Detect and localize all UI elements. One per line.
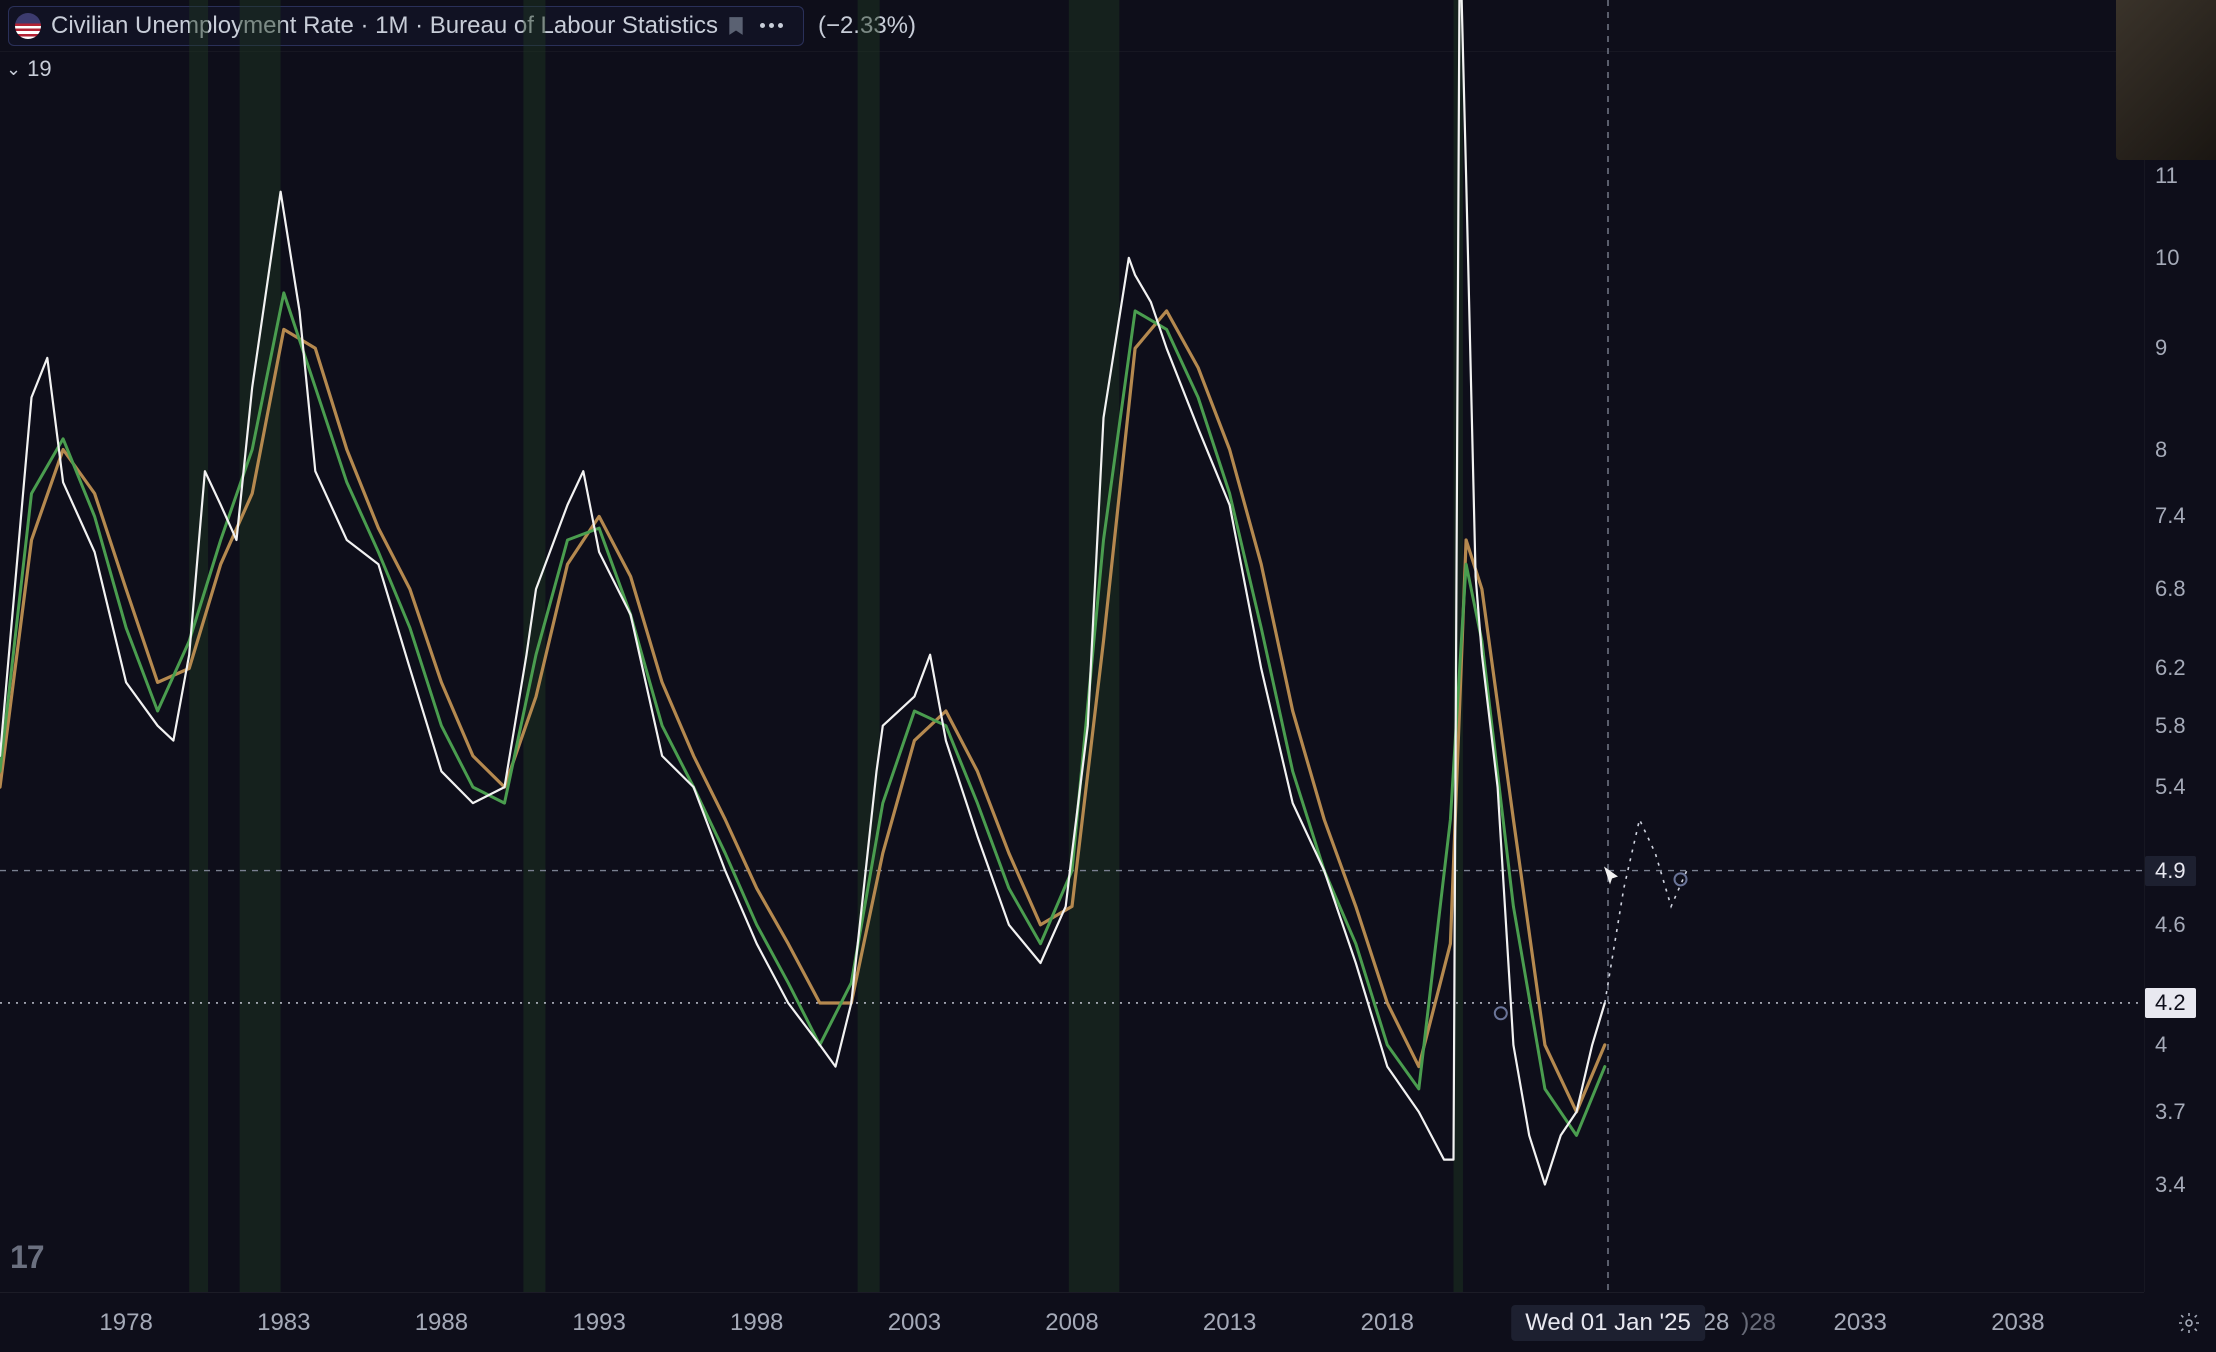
y-axis-tick: 4.9 [2145, 856, 2196, 886]
x-axis-tick: 2013 [1203, 1309, 1256, 1337]
x-axis-crosshair-label: Wed 01 Jan '25 [1511, 1305, 1705, 1341]
y-axis-tick: 10 [2155, 245, 2179, 271]
y-axis-tick: 4.2 [2145, 988, 2196, 1018]
x-axis-tick: 1993 [572, 1309, 625, 1337]
x-axis-tick: 2038 [1991, 1309, 2044, 1337]
axis-settings-button[interactable] [2174, 1308, 2204, 1338]
chart-canvas[interactable] [0, 0, 2144, 1292]
y-axis-tick: 6.2 [2155, 655, 2186, 681]
y-axis-tick: 6.8 [2155, 576, 2186, 602]
y-axis-tick: 4.6 [2155, 912, 2186, 938]
price-chart[interactable] [0, 0, 2144, 1292]
x-axis-tick: 1978 [99, 1309, 152, 1337]
y-axis-tick: 8 [2155, 437, 2167, 463]
y-axis-tick: 5.8 [2155, 713, 2186, 739]
x-axis-tick: 2033 [1833, 1309, 1886, 1337]
x-axis-tick: 1983 [257, 1309, 310, 1337]
y-axis-tick: 3.7 [2155, 1099, 2186, 1125]
y-axis-tick: 4 [2155, 1032, 2167, 1058]
y-axis[interactable]: 121110987.46.86.25.85.44.94.64.243.73.4 [2144, 0, 2216, 1292]
x-axis-tick: 2003 [888, 1309, 941, 1337]
y-axis-tick: 7.4 [2155, 503, 2186, 529]
x-axis-tick: 1998 [730, 1309, 783, 1337]
x-axis-tick: 2008 [1045, 1309, 1098, 1337]
x-axis-tick: 2018 [1361, 1309, 1414, 1337]
y-axis-tick: 3.4 [2155, 1172, 2186, 1198]
webcam-overlay [2116, 0, 2216, 160]
x-axis-tick: 1988 [415, 1309, 468, 1337]
y-axis-tick: 9 [2155, 335, 2167, 361]
y-axis-tick: 11 [2155, 163, 2178, 189]
x-axis[interactable]: 1978198319881993199820032008201320182028… [0, 1292, 2144, 1352]
y-axis-tick: 5.4 [2155, 774, 2186, 800]
tradingview-logo: 17 [10, 1239, 44, 1276]
x-axis-tick: )28 [1741, 1309, 1776, 1337]
